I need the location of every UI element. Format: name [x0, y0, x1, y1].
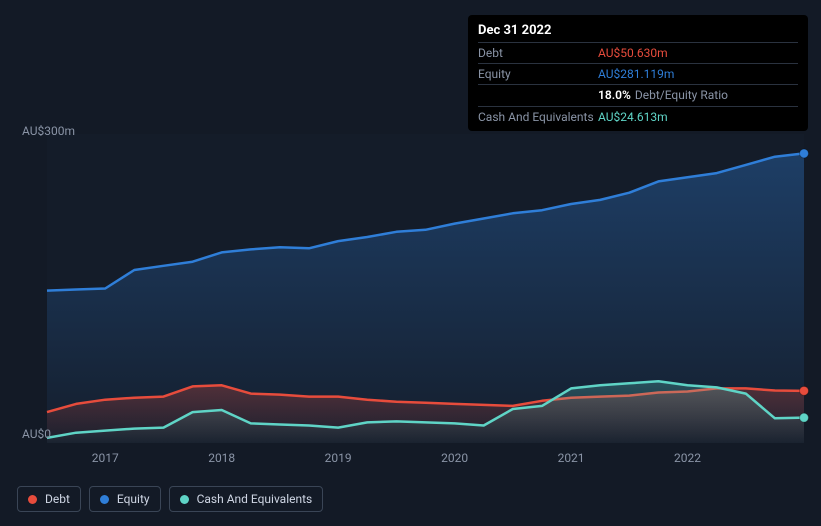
legend-item-cash[interactable]: Cash And Equivalents — [169, 486, 324, 512]
tooltip-row: Cash And EquivalentsAU$24.613m — [478, 106, 798, 127]
tooltip-row: EquityAU$281.119m — [478, 63, 798, 84]
x-tick-label: 2022 — [674, 451, 701, 465]
tooltip-row-label — [478, 88, 598, 103]
debt-equity-chart: AU$300m AU$0 2017 2018 2019 2020 2021 2022 De… — [0, 0, 821, 526]
tooltip-row-value: AU$50.630m — [598, 46, 668, 60]
tooltip-row: 18.0%Debt/Equity Ratio — [478, 84, 798, 106]
x-tick-label: 2021 — [558, 451, 585, 465]
x-tick-label: 2018 — [208, 451, 235, 465]
tooltip-date: Dec 31 2022 — [478, 21, 798, 42]
tooltip-row-ratio: 18.0%Debt/Equity Ratio — [598, 88, 728, 103]
legend-item-label: Cash And Equivalents — [197, 492, 313, 506]
y-axis-label-max: AU$300m — [22, 124, 75, 138]
equity-end-marker — [800, 149, 809, 158]
x-tick-label: 2019 — [325, 451, 352, 465]
legend-dot-icon — [28, 495, 37, 504]
tooltip-row-label: Cash And Equivalents — [478, 110, 598, 124]
debt-end-marker — [800, 386, 809, 395]
tooltip-row: DebtAU$50.630m — [478, 42, 798, 63]
tooltip-row-value: AU$281.119m — [598, 67, 674, 81]
cash-end-marker — [800, 413, 809, 422]
tooltip-row-label: Debt — [478, 46, 598, 60]
tooltip-row-value: AU$24.613m — [598, 110, 668, 124]
legend-item-label: Debt — [45, 492, 70, 506]
legend-item-debt[interactable]: Debt — [17, 486, 81, 512]
legend-dot-icon — [180, 495, 189, 504]
x-tick-label: 2020 — [441, 451, 468, 465]
chart-legend: Debt Equity Cash And Equivalents — [17, 486, 323, 512]
legend-item-equity[interactable]: Equity — [89, 486, 161, 512]
chart-tooltip: Dec 31 2022 DebtAU$50.630mEquityAU$281.1… — [468, 15, 808, 131]
y-axis-label-min: AU$0 — [22, 427, 51, 441]
legend-dot-icon — [100, 495, 109, 504]
tooltip-row-label: Equity — [478, 67, 598, 81]
x-tick-label: 2017 — [92, 451, 119, 465]
legend-item-label: Equity — [117, 492, 150, 506]
